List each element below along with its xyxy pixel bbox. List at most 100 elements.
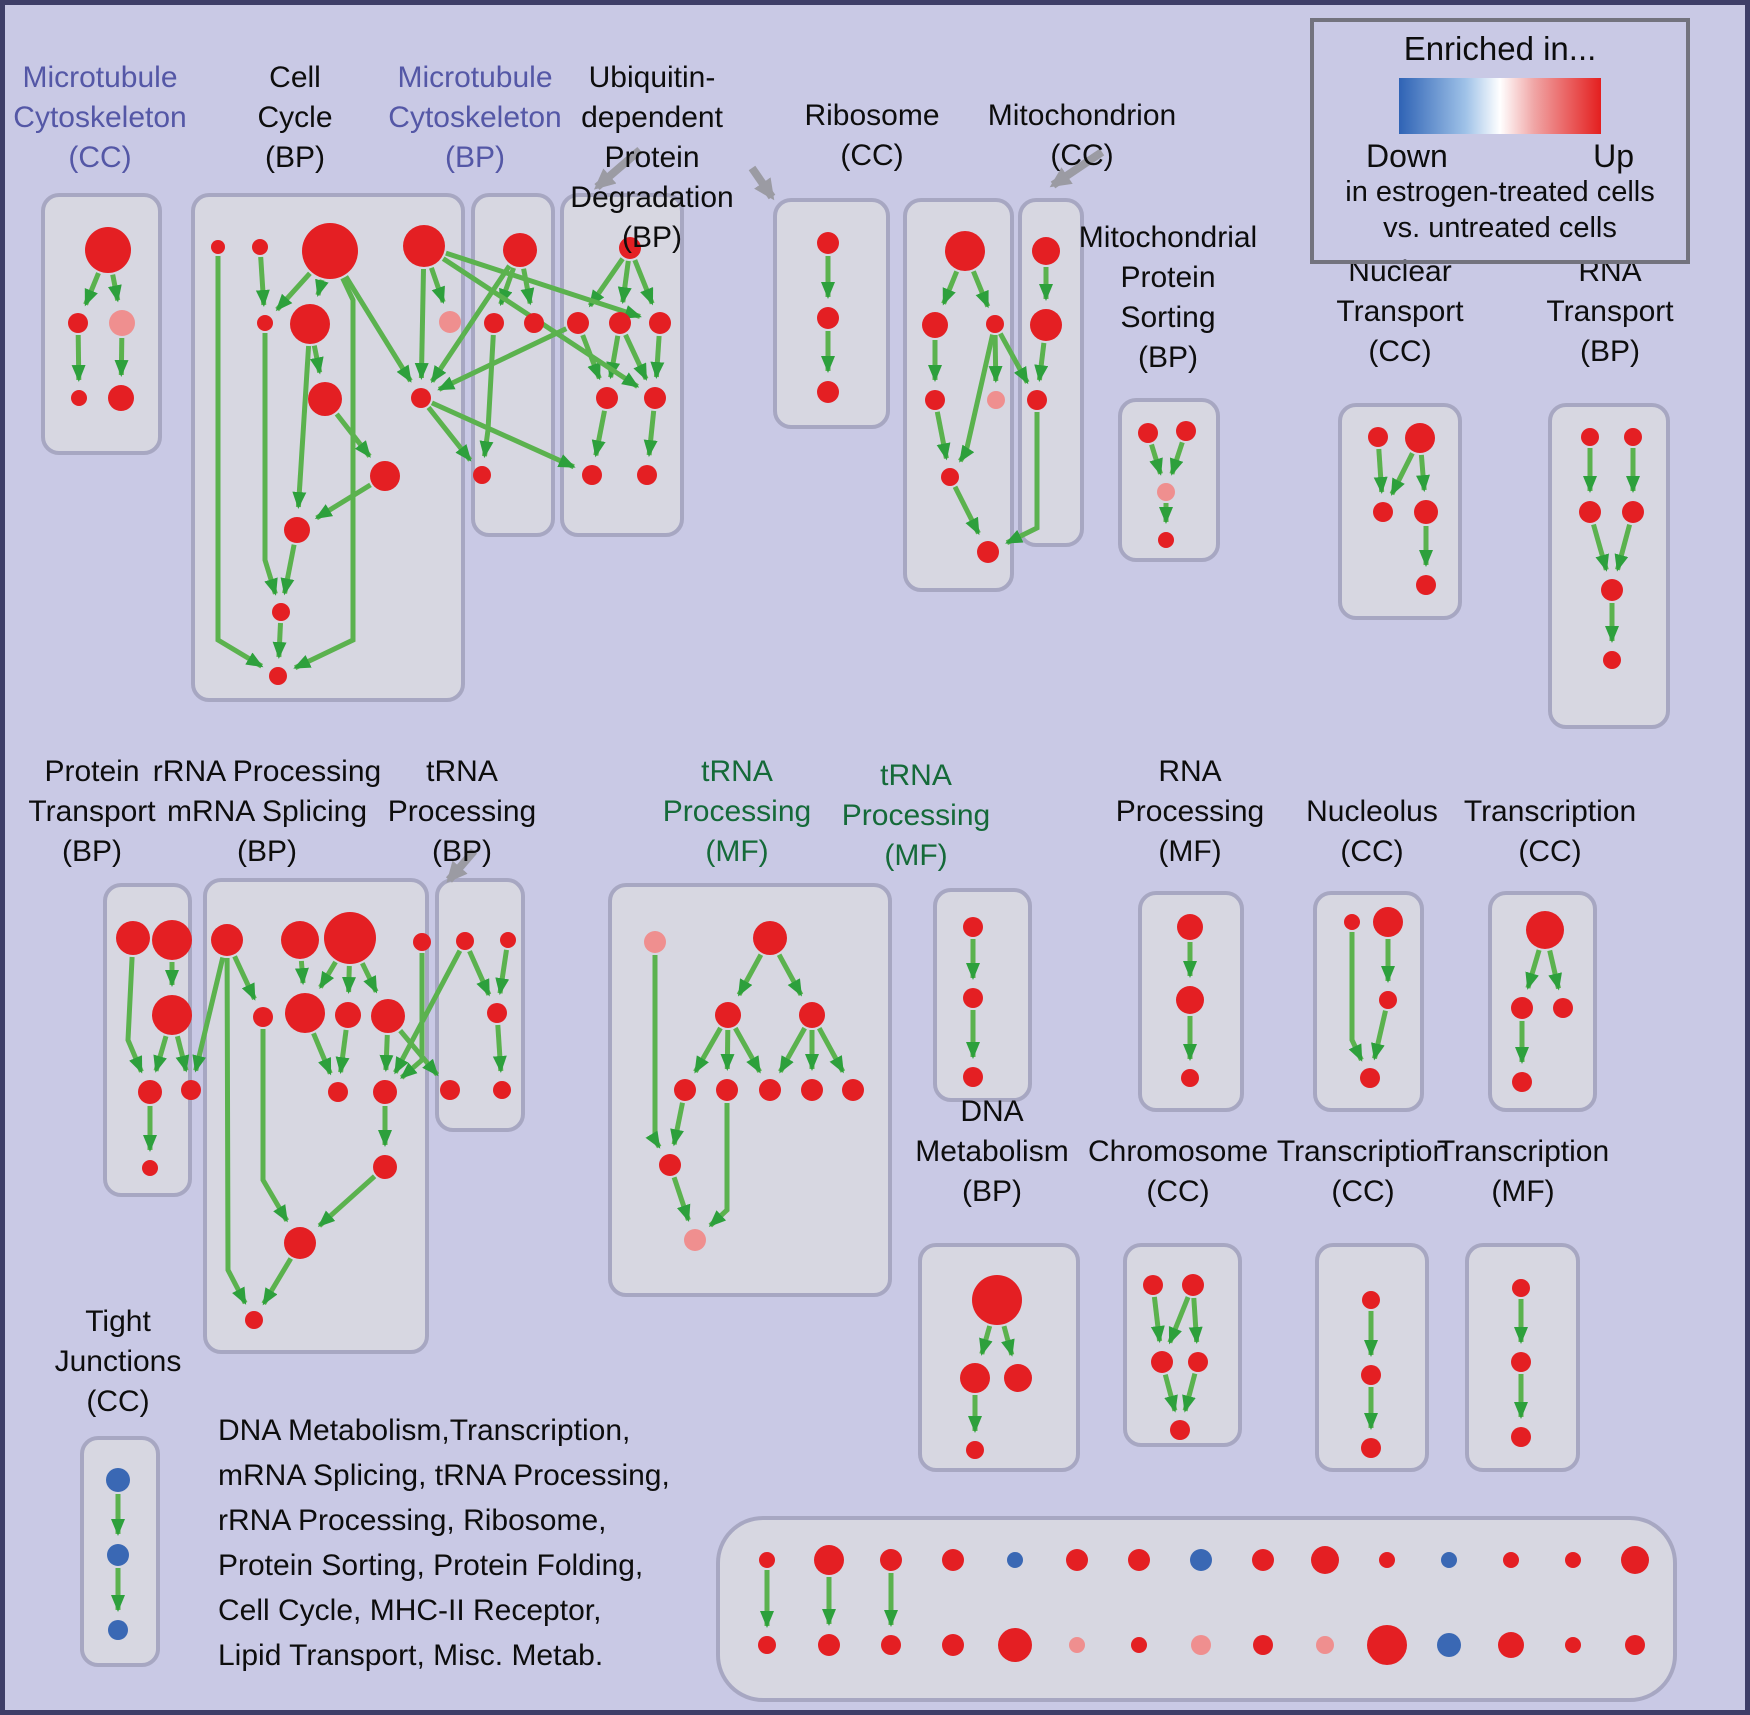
node-shared-categories-strip-4: [1007, 1552, 1023, 1568]
edge: [275, 271, 312, 312]
edge: [311, 1032, 333, 1076]
node-protein-transport-bp-5: [142, 1160, 158, 1176]
node-shared-categories-strip-28: [1565, 1637, 1581, 1653]
node-ubiquitin-degradation-box-1-7: [637, 465, 657, 485]
node-trna-processing-mf-large-3: [799, 1002, 825, 1028]
edge: [1371, 1010, 1388, 1061]
node-chromosome-cc-1: [1182, 1274, 1204, 1296]
edge: [1373, 448, 1388, 494]
node-trna-processing-mf-large-5: [716, 1079, 738, 1101]
edge: [83, 272, 101, 307]
node-rrna-processing-mrna-splicing-bp-3: [413, 933, 431, 951]
node-ubiquitin-degradation-box-1-1: [567, 312, 589, 334]
edge: [495, 949, 510, 996]
cluster-box-microtubule-cytoskeleton-cc: [41, 193, 162, 455]
node-dna-metabolism-bp-0: [972, 1275, 1022, 1325]
node-trna-processing-mf-small-2: [963, 1067, 983, 1087]
cluster-box-transcription-cc-bottom: [1315, 1243, 1429, 1472]
node-protein-transport-bp-2: [152, 995, 192, 1035]
node-shared-categories-strip-6: [1128, 1549, 1150, 1571]
node-cell-cycle-bp-3: [403, 225, 445, 267]
node-rrna-processing-mrna-splicing-bp-4: [253, 1007, 273, 1027]
node-ribosome-cc-6: [977, 541, 999, 563]
node-rna-transport-bp-3: [1622, 501, 1644, 523]
node-rrna-processing-mrna-splicing-bp-12: [245, 1311, 263, 1329]
node-cell-cycle-bp-6: [439, 311, 461, 333]
misc-line: Lipid Transport, Misc. Metab.: [218, 1639, 604, 1672]
node-nuclear-transport-cc-2: [1373, 502, 1393, 522]
edge: [1547, 949, 1562, 991]
node-shared-categories-strip-23: [1253, 1635, 1273, 1655]
node-trna-processing-mf-large-9: [659, 1154, 681, 1176]
annotation-arrow: [445, 848, 478, 884]
edge: [335, 1029, 350, 1075]
edge: [643, 410, 658, 458]
cluster-box-shared-categories-strip: [716, 1516, 1677, 1702]
node-nucleolus-cc-3: [1360, 1068, 1380, 1088]
edge: [1034, 342, 1049, 383]
node-shared-categories-strip-24: [1316, 1636, 1334, 1654]
edge: [430, 264, 512, 384]
node-shared-categories-strip-13: [1565, 1552, 1581, 1568]
node-microtubule-cytoskeleton-cc-0: [85, 227, 131, 273]
node-protein-transport-bp-0: [116, 921, 150, 955]
node-dna-metabolism-bp-1: [960, 1363, 990, 1393]
edge: [224, 957, 248, 1305]
label-mito-protein-sorting: Mitochondrial Protein Sorting (BP): [1078, 221, 1258, 374]
misc-line: rRNA Processing, Ribosome,: [218, 1504, 607, 1537]
node-rrna-processing-mrna-splicing-bp-0: [211, 924, 243, 956]
edge: [315, 278, 329, 298]
node-transcription-cc-mid-0: [1526, 911, 1564, 949]
node-shared-categories-strip-18: [942, 1634, 964, 1656]
node-nuclear-transport-cc-0: [1368, 427, 1388, 447]
edge: [1591, 523, 1609, 572]
node-microtubule-cytoskeleton-cc-4: [108, 385, 134, 411]
label-tight-junctions: Tight Junctions (CC): [54, 1305, 182, 1418]
node-chromosome-cc-0: [1143, 1275, 1163, 1295]
node-ribosome-cc-4: [987, 391, 1005, 409]
edge: [958, 334, 996, 463]
node-chromosome-cc-2: [1151, 1351, 1173, 1373]
node-shared-categories-strip-9: [1311, 1546, 1339, 1574]
legend-context-line-2: vs. untreated cells: [1383, 212, 1617, 244]
node-ubiquitin-degradation-box-1-3: [649, 312, 671, 334]
edge: [1182, 1372, 1198, 1413]
node-ribosome-cc-2: [986, 315, 1004, 333]
node-shared-categories-strip-5: [1066, 1549, 1088, 1571]
node-rrna-processing-mrna-splicing-bp-11: [284, 1227, 316, 1259]
node-tight-junctions-cc-1: [107, 1544, 129, 1566]
node-cell-cycle-bp-7: [308, 382, 342, 416]
node-microtubule-cytoskeleton-cc-3: [71, 390, 87, 406]
legend-down-label: Down: [1366, 138, 1448, 174]
edge: [733, 1026, 762, 1074]
node-rna-processing-mf-2: [1181, 1069, 1199, 1087]
edge: [445, 250, 642, 319]
node-trna-processing-mf-large-8: [842, 1079, 864, 1101]
node-ubiquitin-degradation-box-1-0: [619, 237, 641, 259]
edge: [393, 949, 463, 1075]
node-protein-transport-bp-3: [138, 1080, 162, 1104]
edge: [720, 1029, 735, 1071]
edge: [125, 956, 144, 1074]
edge: [430, 400, 576, 470]
annotation-arrow: [1049, 148, 1105, 189]
node-shared-categories-strip-17: [881, 1635, 901, 1655]
edge: [215, 256, 264, 669]
legend-title: Enriched in...: [1403, 30, 1597, 67]
node-shared-categories-strip-3: [942, 1549, 964, 1571]
node-shared-categories-strip-21: [1131, 1637, 1147, 1653]
edge: [314, 482, 372, 521]
edge: [1188, 1297, 1203, 1344]
edge: [437, 326, 568, 392]
node-transcription-mf-0: [1512, 1279, 1530, 1297]
misc-category-list: DNA Metabolism,Transcription, mRNA Splic…: [218, 1408, 670, 1678]
label-nuclear-transport: Nuclear Transport (CC): [1336, 255, 1464, 368]
edge: [360, 962, 379, 994]
node-cell-cycle-bp-0: [211, 240, 225, 254]
node-cell-cycle-bp-10: [284, 517, 310, 543]
node-mitochondrion-cc-1: [1030, 309, 1062, 341]
edge: [1416, 454, 1430, 493]
node-dna-metabolism-bp-2: [1004, 1364, 1032, 1392]
